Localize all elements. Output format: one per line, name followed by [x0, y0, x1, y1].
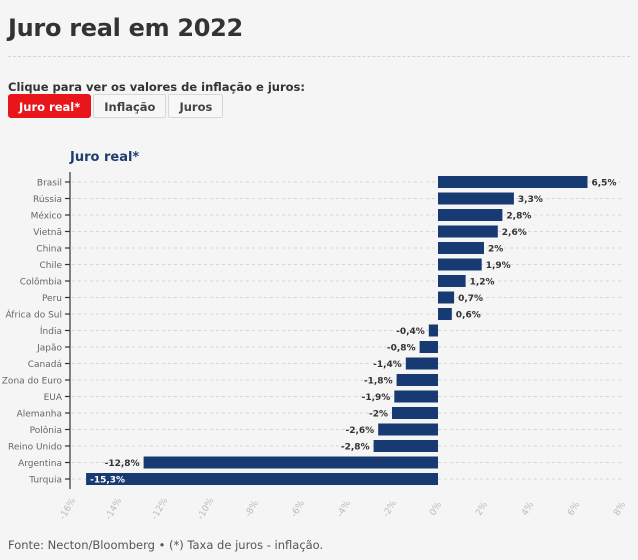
bar: [378, 423, 438, 436]
bar: [396, 374, 438, 386]
value-label: 2,8%: [506, 212, 531, 222]
bar: [438, 192, 514, 205]
bar: [438, 291, 455, 304]
juros-button[interactable]: Juros: [168, 94, 224, 118]
value-label: -2%: [369, 410, 388, 420]
bar: [438, 308, 452, 320]
category-label: África do Sul: [5, 309, 62, 321]
category-label: Rússia: [33, 195, 62, 205]
category-label: Argentina: [18, 459, 62, 469]
juro-real-button[interactable]: Juro real*: [8, 94, 92, 118]
category-label: Polônia: [30, 425, 62, 436]
value-label: -2,8%: [341, 443, 370, 453]
bar: [438, 258, 482, 271]
bar: [392, 407, 438, 419]
x-tick-label: -2%: [382, 499, 400, 520]
x-tick-label: -16%: [58, 496, 79, 522]
bar: [438, 209, 503, 221]
x-tick-label: 4%: [520, 500, 536, 518]
bar: [438, 225, 498, 238]
category-label: Chile: [39, 261, 62, 271]
chart-title: Juro real*: [70, 150, 140, 165]
value-label: -1,8%: [364, 377, 393, 387]
x-tick-label: -6%: [290, 499, 308, 520]
x-tick-label: -8%: [244, 499, 262, 520]
x-tick-label: -14%: [104, 496, 125, 522]
bars: [86, 176, 588, 485]
bar: [438, 242, 484, 254]
category-label: Alemanha: [17, 410, 62, 420]
category-label: Índia: [40, 325, 62, 337]
x-tick-label: 0%: [428, 500, 444, 518]
bar: [373, 440, 438, 452]
toggle-prompt: Clique para ver os valores de inflação e…: [8, 80, 305, 94]
x-tick-label: 8%: [612, 500, 628, 518]
category-labels: Brasil Rússia México Vietnã China Chile Colômb…: [2, 179, 63, 486]
value-label: 1,9%: [486, 261, 511, 271]
y-axis: [65, 172, 71, 489]
value-label: -0,8%: [387, 344, 416, 354]
x-tick-label: -4%: [336, 499, 354, 520]
value-label: 2,6%: [502, 228, 527, 238]
inflacao-button[interactable]: Inflação: [93, 94, 167, 118]
category-label: Zona do Euro: [2, 377, 63, 387]
category-label: Japão: [36, 344, 62, 354]
value-label: -1,9%: [362, 393, 391, 403]
category-label: Brasil: [37, 179, 62, 189]
value-label: -1,4%: [373, 360, 402, 370]
category-label: EUA: [44, 393, 63, 403]
category-label: Vietnã: [33, 228, 62, 238]
value-label: 0,6%: [456, 311, 481, 321]
gridlines: [72, 181, 622, 480]
page-title: Juro real em 2022: [8, 14, 243, 42]
x-tick-label: -10%: [196, 496, 217, 522]
bar: [428, 324, 438, 337]
value-label: 1,2%: [470, 278, 495, 288]
source-note: Fonte: Necton/Bloomberg • (*) Taxa de ju…: [8, 538, 324, 552]
category-label: México: [31, 211, 63, 222]
category-label: Turquia: [28, 476, 62, 486]
value-label: 3,3%: [518, 195, 543, 205]
value-label: 6,5%: [592, 179, 617, 189]
x-tick-label: 2%: [474, 500, 490, 518]
x-tick-label: 6%: [566, 500, 582, 518]
value-label: 2%: [488, 245, 503, 255]
title-divider: [8, 56, 630, 57]
category-label: Reino Unido: [8, 443, 62, 453]
value-label: -0,4%: [396, 327, 425, 337]
bar: [438, 275, 466, 287]
value-label: -12,8%: [105, 459, 140, 469]
bar: [394, 390, 438, 403]
bar: [438, 176, 588, 188]
value-labels: 6,5% 3,3% 2,8% 2,6% 2% 1,9% 1,2% 0,7% 0,6% -0,4% -…: [90, 179, 616, 486]
metric-toggle-group: Juro real* Inflação Juros: [8, 94, 224, 118]
category-label: China: [36, 245, 62, 255]
bar: [86, 473, 438, 485]
bar: [143, 456, 438, 469]
x-tick-label: -12%: [150, 496, 171, 522]
bar: [405, 357, 438, 370]
value-label: 0,7%: [458, 294, 483, 304]
bar: [419, 341, 438, 353]
value-label: -2,6%: [345, 426, 374, 436]
value-label: -15,3%: [90, 476, 125, 486]
category-label: Canadá: [28, 360, 62, 370]
category-label: Peru: [42, 294, 62, 304]
bar-chart: Brasil Rússia México Vietnã China Chile Colômb…: [2, 172, 628, 522]
x-tick-labels: -16% -14% -12% -10% -8% -6% -4% -2% 0% 2% 4% 6% 8%: [58, 496, 628, 522]
category-label: Colômbia: [20, 277, 62, 288]
